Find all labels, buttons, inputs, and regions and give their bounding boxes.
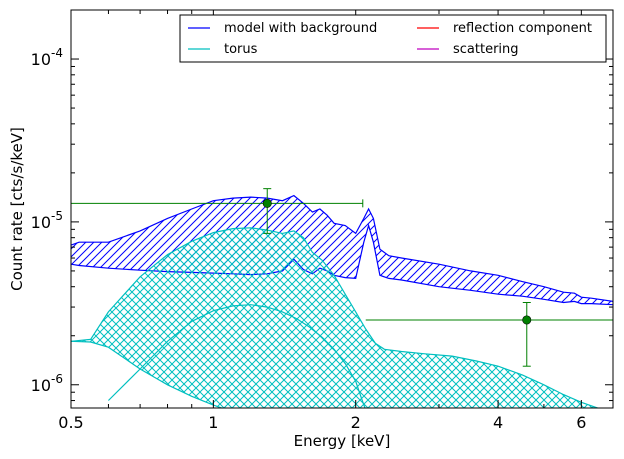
- lines-layer: [107, 304, 366, 408]
- legend-box: [179, 14, 607, 63]
- legend-label-reflection: reflection component: [453, 21, 592, 36]
- y-tick-label: 10-4: [31, 46, 63, 69]
- ticks-layer: 10-6 10-5 10-4 0.5 1 2 4 6: [31, 9, 613, 432]
- legend: model with background torus reflection c…: [179, 14, 607, 63]
- x-tick-label: 2: [351, 413, 361, 432]
- x-tick-label: 0.5: [58, 413, 83, 432]
- x-tick-label: 1: [208, 413, 218, 432]
- band-lower-torus: [71, 340, 224, 408]
- line-torus-lower-envelope: [107, 304, 366, 408]
- axes-frame: [70, 9, 614, 409]
- x-tick-label: 4: [493, 413, 503, 432]
- y-tick-label: 10-5: [31, 209, 63, 232]
- data-point: [262, 198, 272, 208]
- plot-area: [71, 188, 613, 408]
- data-points-layer: [71, 188, 613, 367]
- y-axis-title: Count rate [cts/s/keV]: [8, 127, 26, 291]
- band-upper-torus: [71, 227, 600, 408]
- x-tick-label: 6: [576, 413, 586, 432]
- legend-label-scattering: scattering: [453, 42, 519, 57]
- bands-layer: [71, 194, 613, 408]
- y-tick-label: 10-6: [31, 372, 63, 395]
- band-fill-torus: [71, 227, 598, 408]
- legend-label-model: model with background: [224, 21, 377, 36]
- band-fill-model-with-background: [71, 195, 613, 305]
- x-axis-title: Energy [keV]: [294, 432, 391, 450]
- data-point: [522, 315, 532, 325]
- legend-label-torus: torus: [224, 42, 258, 57]
